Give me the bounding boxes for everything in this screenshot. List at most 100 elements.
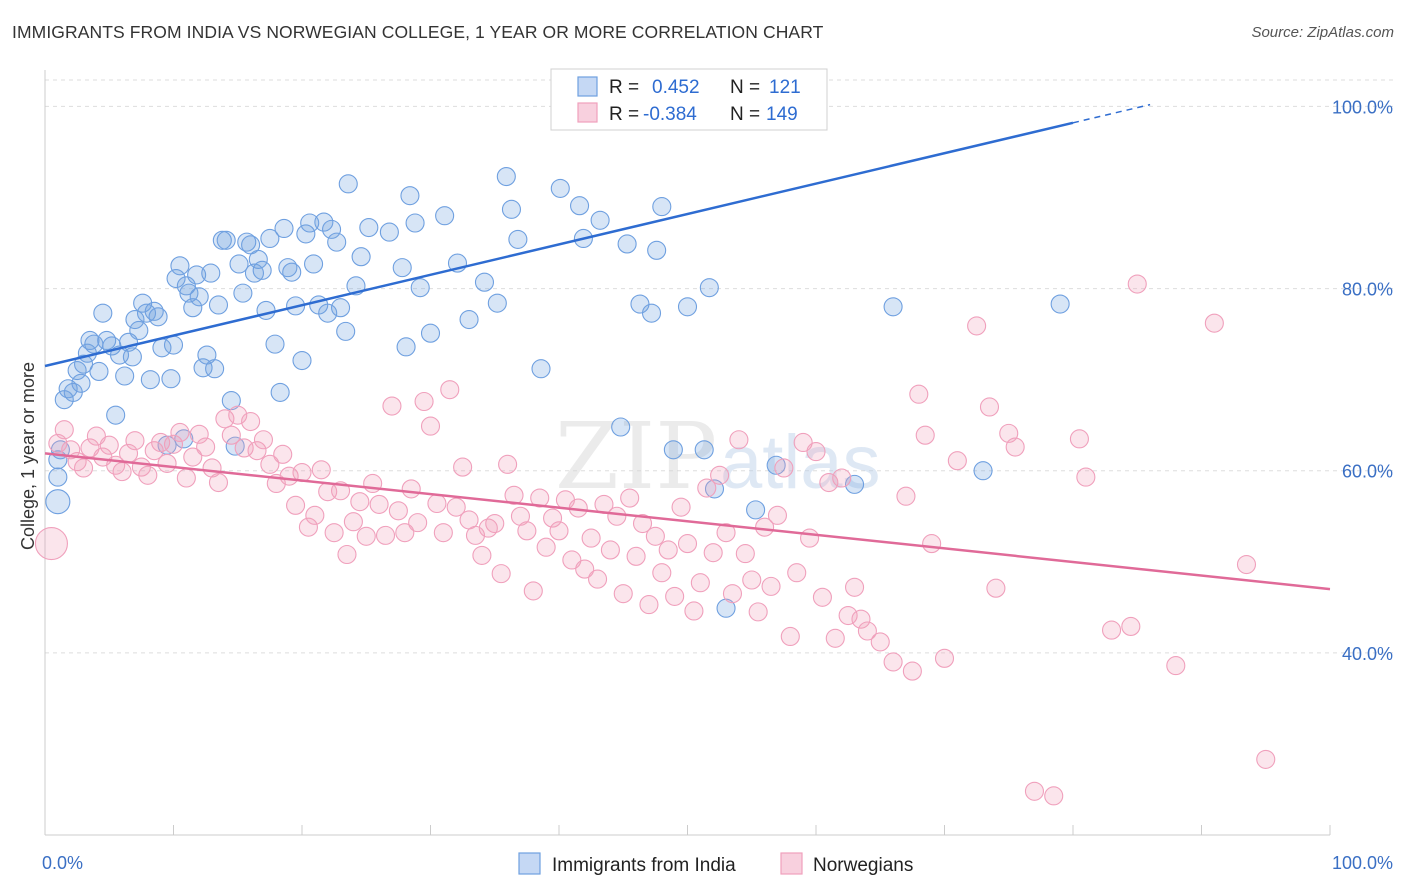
norwegians-point-148 [1127,274,1147,294]
norwegians-point-123 [832,468,852,488]
y-tick-label-1: 60.0% [1342,462,1393,482]
india-point-39 [187,265,207,285]
norwegians-point-26 [208,473,229,493]
norwegians-point-128 [870,632,890,652]
norwegians-point-132 [909,384,929,404]
norwegians-point-108 [735,544,755,564]
norwegians-point-127 [857,621,877,641]
norwegians-point-103 [703,543,723,563]
norwegians-point-2 [54,420,74,440]
norwegians-point-75 [523,581,543,601]
india-point-81 [392,258,412,278]
india-point-104 [647,240,667,260]
india-point-106 [663,440,683,460]
legend-n-label-norwegians: N = [730,104,760,125]
india-point-13 [89,361,109,381]
norwegians-point-55 [395,523,415,543]
norwegians-point-101 [690,573,710,593]
india-point-80 [379,222,399,242]
norwegians-point-112 [761,576,781,596]
india-point-86 [420,323,441,343]
norwegians-point-3 [61,440,81,460]
norwegians-point-41 [305,505,325,525]
norwegians-point-51 [369,494,389,514]
india-point-8 [71,373,91,393]
norwegians-point-138 [979,397,1000,417]
norwegians-point-60 [427,493,447,514]
india-point-92 [496,167,516,187]
norwegians-point-91 [626,546,646,566]
norwegians-point-49 [356,526,376,546]
norwegians-point-96 [658,540,678,560]
india-point-101 [617,234,637,254]
norwegians-point-129 [883,652,903,672]
norwegians-point-57 [408,513,428,533]
india-point-11 [80,330,100,351]
norwegians-point-125 [844,577,865,597]
india-point-108 [694,440,714,460]
norwegians-point-93 [639,595,659,615]
norwegians-point-61 [433,523,453,543]
india-point-75 [336,321,356,341]
norwegians-point-90 [620,488,640,508]
india-point-79 [359,218,379,238]
trend-lines [44,103,1331,591]
india-point-56 [252,260,272,280]
india-point-96 [550,178,570,198]
india-point-27 [144,301,164,321]
india-point-65 [292,350,312,371]
legend-r-value-india: 0.452 [652,77,700,98]
india-point-94 [508,229,528,249]
trend-line-india-extension [1072,103,1151,124]
india-point-21 [122,347,142,367]
legend-swatch-india [577,76,598,97]
source-note: Source: ZipAtlas.com [1251,24,1394,41]
legend-swatch-norwegians [577,102,598,123]
india-point-37 [179,283,199,303]
norwegians-point-89 [613,584,633,604]
norwegians-point-150 [1204,313,1224,333]
norwegians-point-113 [767,505,788,525]
norwegians-point-143 [1044,786,1064,806]
y-tick-label-0: 40.0% [1342,644,1393,664]
bottom-legend-swatch-india [518,852,541,875]
india-point-116 [973,461,993,481]
norwegians-point-21 [176,468,196,488]
norwegians-point-40 [298,517,318,537]
norwegians-point-118 [800,528,820,548]
series-india-points [45,167,1070,618]
y-axis-label: College, 1 year or more [18,362,38,550]
norwegians-point-33 [253,430,274,450]
norwegians-point-85 [587,569,608,589]
india-point-93 [501,199,522,219]
chart-title: IMMIGRANTS FROM INDIA VS NORWEGIAN COLLE… [12,22,824,42]
norwegians-point-144 [1069,429,1089,449]
india-point-22 [125,309,145,330]
norwegians-point-114 [774,458,794,478]
india-point-103 [641,303,662,323]
india-point-78 [351,247,371,267]
norwegians-point-84 [581,528,601,548]
norwegians-point-115 [780,626,800,647]
india-point-74 [330,298,351,318]
norwegians-point-94 [645,526,665,546]
norwegians-point-18 [157,453,177,473]
india-point-1 [48,467,68,487]
norwegians-point-119 [806,442,826,462]
norwegians-point-145 [1076,467,1096,487]
norwegians-point-120 [812,587,832,607]
india-point-33 [166,269,186,289]
norwegians-point-130 [896,486,916,506]
norwegians-point-67 [472,545,492,565]
india-point-34 [170,256,190,276]
x-tick-label-0: 0.0% [42,853,83,873]
india-point-67 [300,213,320,233]
norwegians-point-38 [286,495,306,515]
india-point-99 [590,210,610,230]
norwegians-point-0 [34,527,68,561]
india-point-50 [229,254,249,274]
india-point-97 [570,196,590,216]
india-point-113 [766,455,786,475]
norwegians-point-64 [453,457,473,477]
